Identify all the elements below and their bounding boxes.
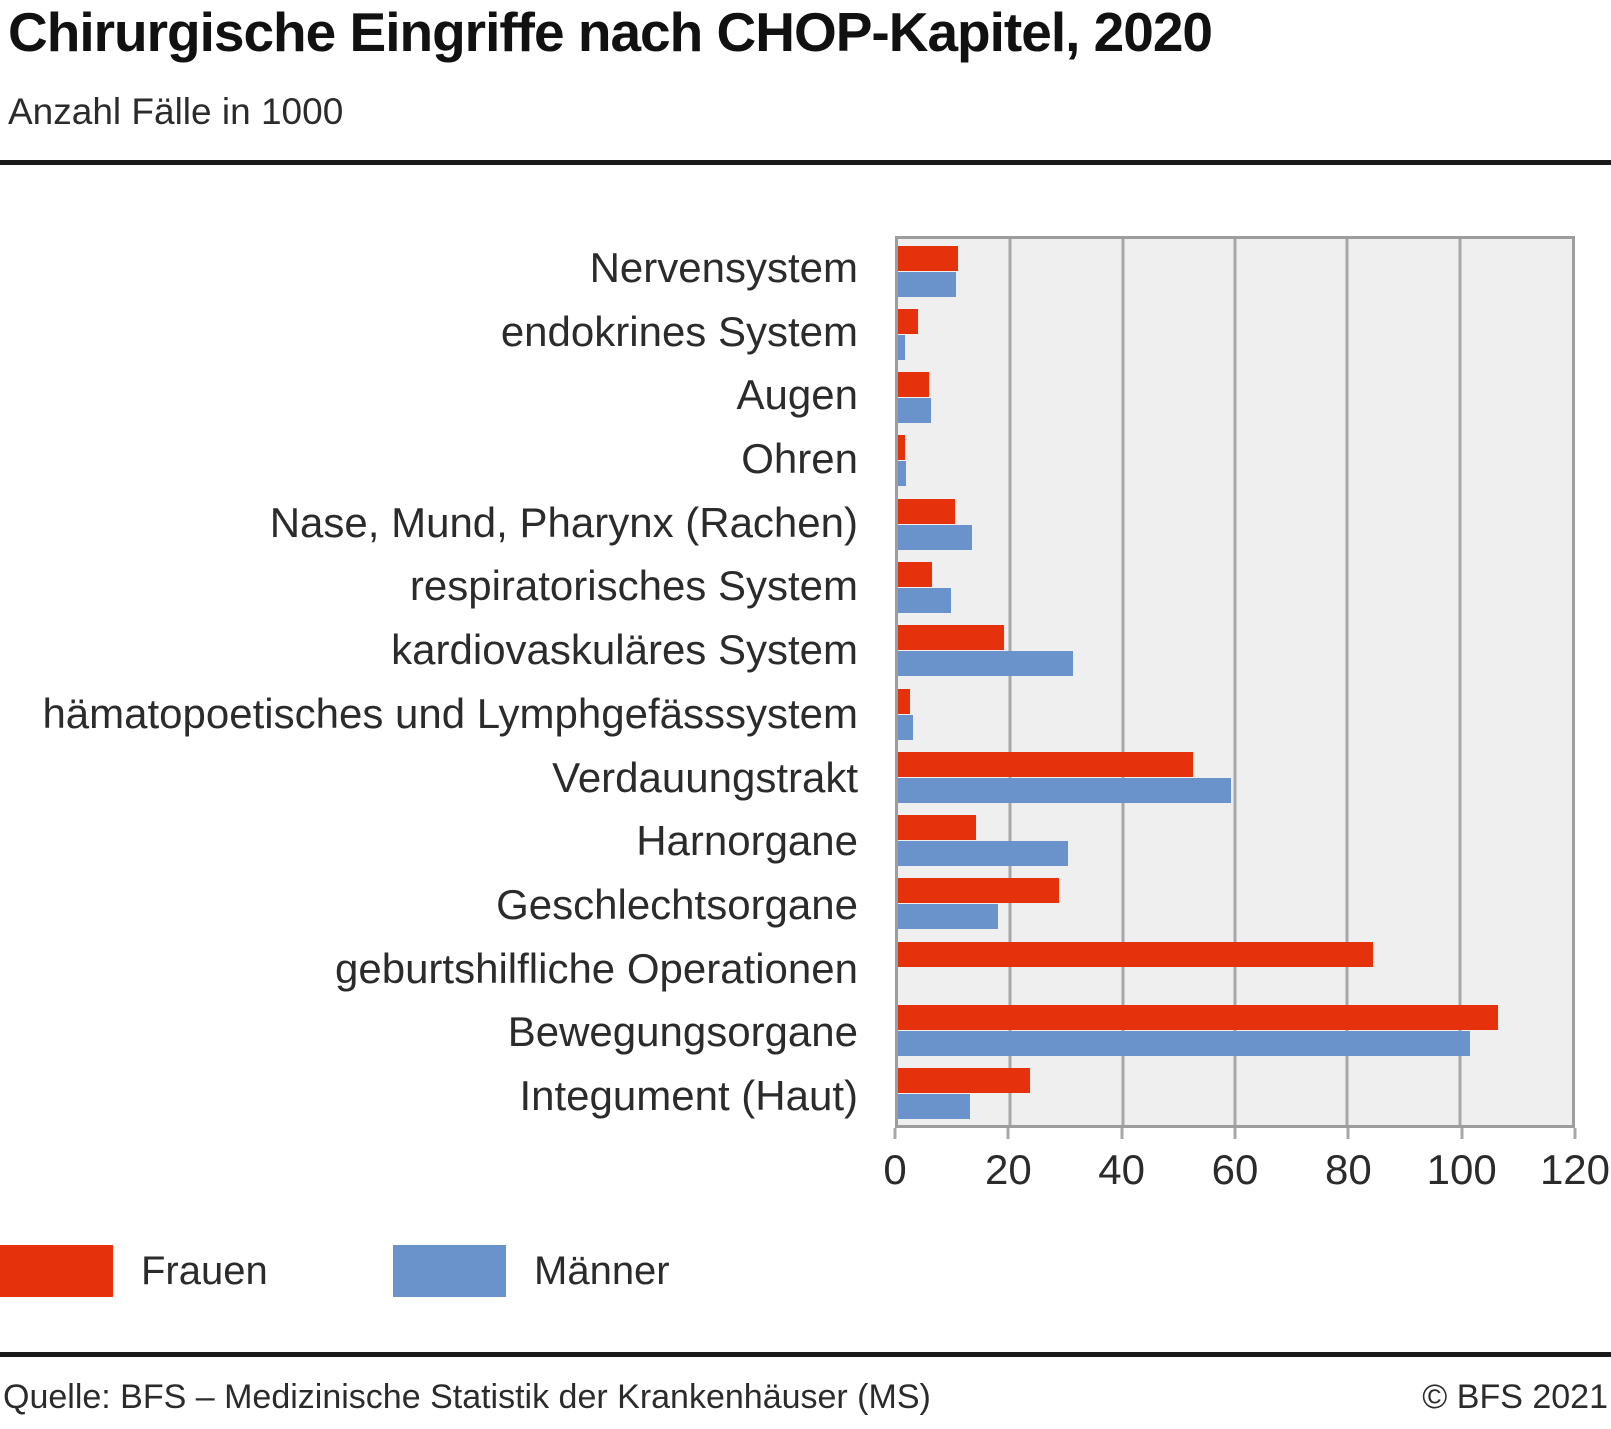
page-subtitle: Anzahl Fälle in 1000	[8, 91, 344, 132]
bar-frauen	[898, 751, 1194, 777]
legend-swatch-maenner	[393, 1245, 506, 1297]
bar-maenner	[898, 524, 973, 550]
category-label: endokrines System	[500, 307, 858, 355]
category-label: Integument (Haut)	[519, 1072, 858, 1120]
category-label: kardiovaskuläres System	[391, 626, 858, 674]
legend-label-maenner: Männer	[534, 1248, 670, 1293]
category-label: geburtshilfliche Operationen	[335, 944, 858, 992]
gridline-100	[1458, 239, 1462, 1125]
bar-maenner	[898, 1094, 971, 1120]
bar-maenner	[898, 1030, 1470, 1056]
category-label: Nase, Mund, Pharynx (Rachen)	[269, 498, 858, 546]
category-label: Verdauungstrakt	[552, 753, 858, 801]
bar-frauen	[898, 498, 956, 524]
gridline-80	[1345, 239, 1349, 1125]
x-tick-label: 60	[1211, 1146, 1259, 1193]
bar-frauen	[898, 688, 910, 714]
bar-frauen	[898, 245, 958, 271]
bar-maenner	[898, 841, 1069, 867]
bar-maenner	[898, 714, 913, 740]
category-label: Harnorgane	[636, 817, 858, 865]
page-title: Chirurgische Eingriffe nach CHOP-Kapitel…	[8, 1, 1213, 63]
x-tick-mark	[1460, 1128, 1464, 1139]
bar-frauen	[898, 941, 1373, 967]
x-tick-mark	[1573, 1128, 1577, 1139]
category-labels: Nervensystem endokrines System Augen Ohren N…	[0, 236, 858, 1128]
x-tick-mark	[1346, 1128, 1350, 1139]
gridline-60	[1233, 239, 1237, 1125]
x-tick-mark	[893, 1128, 897, 1139]
x-tick-mark	[1006, 1128, 1010, 1139]
bar-frauen	[898, 435, 906, 461]
bar-maenner	[898, 651, 1074, 677]
x-tick-label: 80	[1324, 1146, 1372, 1193]
bar-maenner	[898, 461, 907, 487]
category-label: Augen	[736, 371, 858, 419]
bottom-divider	[0, 1352, 1611, 1357]
x-tick-label: 40	[1098, 1146, 1146, 1193]
category-label: Ohren	[741, 434, 858, 482]
x-tick-label: 120	[1539, 1146, 1611, 1193]
x-tick-mark	[1233, 1128, 1237, 1139]
bar-maenner	[898, 904, 998, 930]
bar-maenner	[898, 271, 956, 297]
bar-frauen	[898, 1004, 1499, 1030]
bar-maenner	[898, 398, 932, 424]
bar-maenner	[898, 777, 1232, 803]
legend-label-frauen: Frauen	[141, 1248, 268, 1293]
legend-item-frauen: Frauen	[0, 1245, 268, 1297]
x-tick-label: 100	[1426, 1146, 1497, 1193]
category-label: hämatopoetisches und Lymphgefässsystem	[42, 689, 858, 737]
bar-maenner	[898, 587, 951, 613]
bar-frauen	[898, 308, 918, 334]
bar-frauen	[898, 372, 929, 398]
category-label: Geschlechtsorgane	[496, 880, 858, 928]
bar-frauen	[898, 878, 1059, 904]
plot-area	[895, 236, 1575, 1128]
bar-frauen	[898, 625, 1005, 651]
category-label: Bewegungsorgane	[507, 1008, 858, 1056]
category-label: respiratorisches System	[409, 562, 858, 610]
bar-frauen	[898, 815, 977, 841]
x-tick-mark	[1120, 1128, 1124, 1139]
footer: Quelle: BFS – Medizinische Statistik der…	[3, 1378, 1608, 1417]
gridline-20	[1008, 239, 1012, 1125]
category-label: Nervensystem	[589, 243, 858, 291]
top-divider	[0, 160, 1611, 165]
legend-item-maenner: Männer	[393, 1245, 670, 1297]
legend-swatch-frauen	[0, 1245, 113, 1297]
bar-maenner	[898, 334, 905, 360]
x-tick-label: 20	[984, 1146, 1032, 1193]
gridline-40	[1121, 239, 1125, 1125]
x-tick-label: 0	[883, 1146, 907, 1193]
x-axis: 0 20 40 60 80 100 120	[883, 1128, 1610, 1208]
legend: Frauen Männer	[0, 1245, 1611, 1297]
bar-frauen	[898, 561, 932, 587]
bar-frauen	[898, 1068, 1030, 1094]
plot-inner	[898, 239, 1572, 1125]
source-text: Quelle: BFS – Medizinische Statistik der…	[3, 1378, 931, 1416]
copyright-text: © BFS 2021	[1422, 1378, 1608, 1416]
